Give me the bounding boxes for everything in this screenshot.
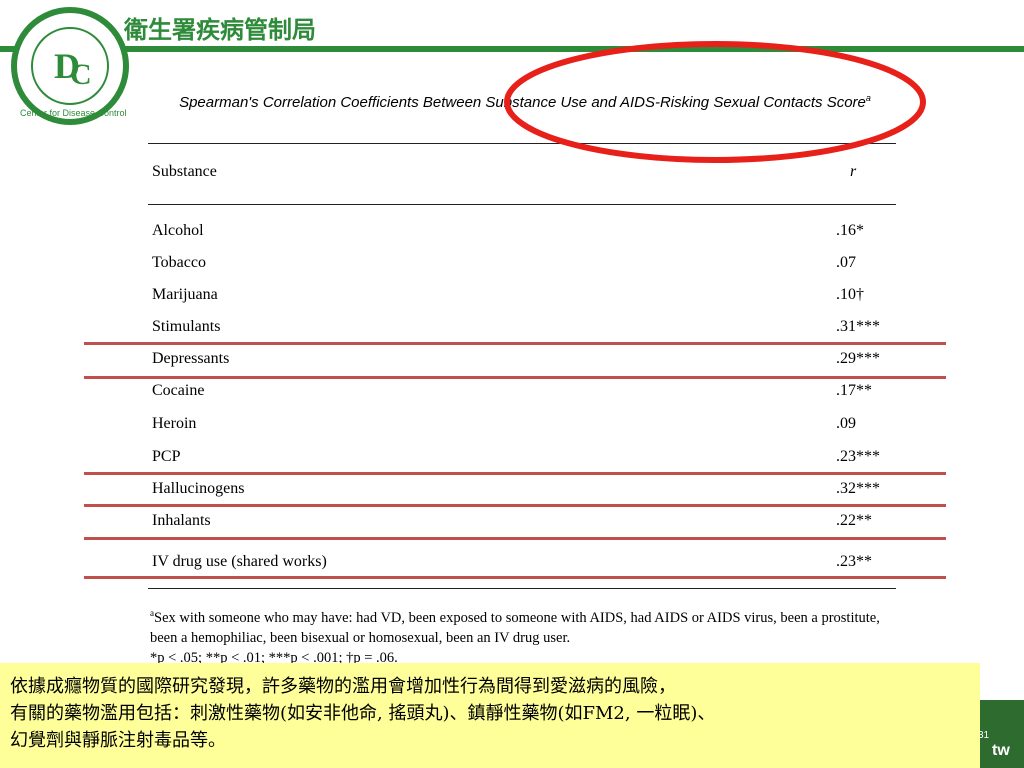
highlight-line: [84, 472, 946, 475]
coefficient: .09: [836, 415, 856, 432]
summary-line: 有關的藥物濫用包括：刺激性藥物(如安非他命, 搖頭丸)、鎮靜性藥物(如FM2, …: [10, 703, 716, 724]
coefficient: .22**: [836, 512, 872, 529]
logo-text: Center for Disease Control: [20, 108, 127, 118]
highlight-line: [84, 537, 946, 540]
org-name: 衛生署疾病管制局: [124, 17, 316, 44]
coefficient: .07: [836, 254, 856, 271]
summary-line: 依據成癮物質的國際研究發現，許多藥物的濫用會增加性行為間得到愛滋病的風險，: [10, 676, 676, 697]
substance: PCP: [152, 448, 181, 465]
page-number: 31: [978, 730, 990, 741]
footnote: aSex with someone who may have: had VD, …: [150, 603, 900, 668]
rule: [148, 588, 896, 589]
svg-text:C: C: [70, 58, 92, 91]
footnote-marker: a: [150, 608, 154, 618]
coefficient: .23**: [836, 553, 872, 570]
substance: Depressants: [152, 350, 230, 367]
title-note: a: [865, 93, 871, 103]
summary-box: 依據成癮物質的國際研究發現，許多藥物的濫用會增加性行為間得到愛滋病的風險， 有關的…: [0, 663, 980, 768]
highlight-line: [84, 504, 946, 507]
column-header: r: [850, 163, 857, 180]
substance: Alcohol: [152, 222, 204, 239]
coefficient: .10†: [836, 286, 864, 303]
svg-text:D: D: [54, 46, 80, 86]
substance: IV drug use (shared works): [152, 553, 327, 570]
coefficient: .17**: [836, 382, 872, 399]
substance: Tobacco: [152, 254, 206, 271]
substance: Heroin: [152, 415, 197, 432]
rule: [148, 143, 896, 144]
coefficient: .23***: [836, 448, 880, 465]
corner-block: [980, 700, 1024, 768]
substance: Stimulants: [152, 318, 221, 335]
highlight-line: [84, 376, 946, 379]
column-header: Substance: [152, 163, 217, 180]
coefficient: .16*: [836, 222, 864, 239]
table-title: Spearman's Correlation Coefficients Betw…: [150, 88, 900, 113]
substance: Cocaine: [152, 382, 205, 399]
coefficient: .32***: [836, 480, 880, 497]
coefficient: .29***: [836, 350, 880, 367]
substance: Hallucinogens: [152, 480, 245, 497]
substance: Marijuana: [152, 286, 218, 303]
footnote-text: Sex with someone who may have: had VD, b…: [150, 609, 880, 646]
coefficient: .31***: [836, 318, 880, 335]
highlight-line: [84, 342, 946, 345]
substance: Inhalants: [152, 512, 211, 529]
header-bar: [0, 46, 1024, 52]
highlight-ellipse: [504, 41, 926, 163]
logo: D C: [11, 7, 129, 125]
rule: [148, 204, 896, 205]
significance: *p < .05; **p < .01; ***p < .001; †p = .…: [150, 649, 398, 666]
summary-line: 幻覺劑與靜脈注射毒品等。: [10, 730, 226, 751]
highlight-line: [84, 576, 946, 579]
title-text: Spearman's Correlation Coefficients Betw…: [179, 94, 866, 111]
domain: tw: [992, 742, 1010, 759]
